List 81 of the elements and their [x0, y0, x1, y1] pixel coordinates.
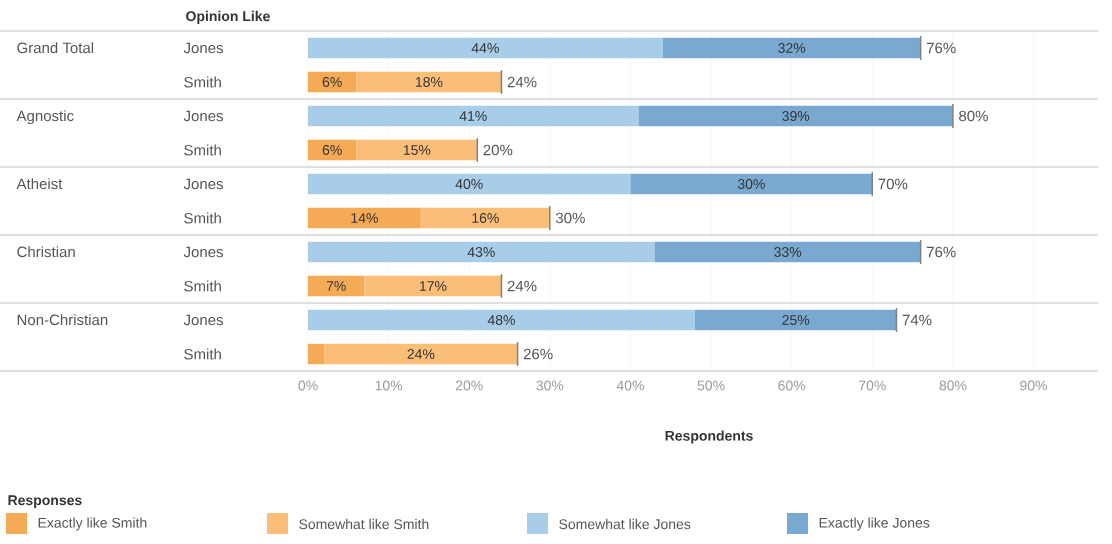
- y-tick-label: Smith: [184, 212, 221, 224]
- bar: [694, 309, 897, 331]
- x-tick-label: 80%: [939, 380, 967, 391]
- data-label: 25%: [782, 315, 810, 325]
- data-label: 24%: [407, 349, 435, 359]
- legend-label: Somewhat like Smith: [299, 518, 429, 530]
- x-tick-label: 0%: [298, 380, 318, 391]
- y-tick-label: Smith: [184, 144, 221, 156]
- text: Atheist: [16, 178, 63, 190]
- y-tick-label: Jones: [183, 110, 223, 122]
- total-label: 20%: [483, 144, 513, 156]
- total-label: 76%: [926, 42, 956, 54]
- x-tick-label: 70%: [859, 380, 886, 391]
- bar: [364, 275, 502, 297]
- data-label: 18%: [415, 77, 443, 87]
- bar: [308, 309, 695, 331]
- text: Agnostic: [16, 110, 74, 125]
- y-tick-label: Jones: [183, 178, 223, 190]
- data-label: 32%: [778, 43, 806, 53]
- bar: [308, 275, 365, 297]
- y-tick-label: Smith: [184, 348, 221, 360]
- x-tick-label: 20%: [455, 380, 483, 391]
- bar: [420, 207, 550, 229]
- data-label: 17%: [420, 281, 447, 291]
- data-label: 6%: [322, 77, 342, 87]
- text: Non-Christian: [17, 314, 108, 326]
- data-label: 41%: [459, 111, 487, 121]
- data-label: 30%: [737, 179, 765, 189]
- bar: [356, 139, 478, 161]
- bar: [308, 37, 663, 59]
- data-label: 14%: [351, 213, 378, 223]
- total-label: 76%: [926, 246, 956, 258]
- y-tick-label: Smith: [184, 76, 221, 88]
- data-label: 6%: [322, 145, 342, 155]
- bar: [630, 173, 873, 195]
- bar: [654, 241, 921, 263]
- data-label: 7%: [326, 281, 346, 291]
- y-axis-title: Opinion Like: [186, 10, 270, 24]
- x-tick-label: 60%: [778, 380, 806, 391]
- total-label: 24%: [507, 280, 537, 292]
- bar: [308, 105, 639, 127]
- text: Christian: [17, 246, 75, 258]
- total-label: 24%: [507, 76, 537, 88]
- data-label: 16%: [472, 213, 499, 223]
- y-tick-label: Jones: [183, 246, 223, 258]
- bar: [308, 139, 357, 161]
- total-label: 74%: [902, 314, 932, 326]
- bar: [356, 71, 502, 93]
- total-label: 80%: [959, 110, 988, 122]
- data-label: 44%: [471, 43, 499, 53]
- bar: [308, 343, 325, 365]
- data-label: 15%: [403, 145, 431, 155]
- total-label: 70%: [878, 178, 908, 190]
- x-tick-label: 50%: [697, 380, 725, 391]
- legend-label: Exactly like Jones: [819, 517, 930, 531]
- bar: [308, 71, 357, 93]
- legend-label: Somewhat like Jones: [559, 518, 691, 530]
- bar: [308, 241, 655, 263]
- data-label: 48%: [487, 315, 515, 325]
- y-tick-label: Smith: [184, 280, 221, 292]
- bar: [324, 343, 518, 365]
- data-label: 40%: [455, 179, 483, 189]
- bar: [662, 37, 921, 59]
- y-tick-label: Jones: [183, 42, 223, 54]
- bar: [308, 207, 421, 229]
- x-tick-label: 10%: [375, 380, 403, 391]
- total-label: 30%: [555, 212, 585, 224]
- x-axis-title: Respondents: [665, 430, 753, 444]
- x-tick-label: 40%: [616, 380, 644, 391]
- y-tick-label: Jones: [183, 314, 223, 326]
- bar: [308, 173, 631, 195]
- x-tick-label: 90%: [1020, 380, 1048, 391]
- x-tick-label: 30%: [536, 380, 564, 391]
- data-label: 33%: [774, 247, 802, 257]
- legend-title: Responses: [8, 495, 82, 508]
- total-label: 26%: [523, 348, 553, 360]
- data-label: 39%: [782, 111, 810, 121]
- bar: [638, 105, 953, 127]
- text: Grand Total: [17, 42, 94, 54]
- data-label: 43%: [467, 247, 495, 257]
- legend-label: Exactly like Smith: [38, 517, 147, 531]
